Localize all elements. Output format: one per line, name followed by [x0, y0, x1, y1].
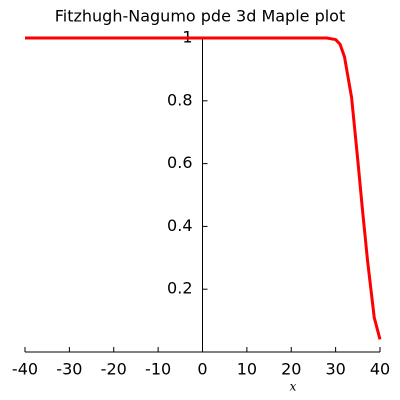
- x-axis-label: x: [290, 380, 297, 394]
- y-tick-label: 0.8: [167, 90, 192, 109]
- y-tick-label: 0.6: [167, 153, 192, 172]
- x-tick-label: 20: [281, 360, 301, 379]
- x-tick-label: -10: [145, 360, 171, 379]
- x-tick-label: 0: [197, 360, 207, 379]
- y-tick-label: 0.2: [167, 279, 192, 298]
- x-tick-label: 40: [370, 360, 390, 379]
- line: [25, 36, 382, 340]
- chart-title: Fitzhugh-Nagumo pde 3d Maple plot: [55, 7, 346, 26]
- y-tick-label: 0.4: [167, 216, 192, 235]
- x-tick-label: 10: [237, 360, 257, 379]
- x-tick-label: -40: [12, 360, 38, 379]
- x-tick-label: 30: [325, 360, 345, 379]
- x-tick-label: -20: [101, 360, 127, 379]
- x-tick-label: -30: [56, 360, 82, 379]
